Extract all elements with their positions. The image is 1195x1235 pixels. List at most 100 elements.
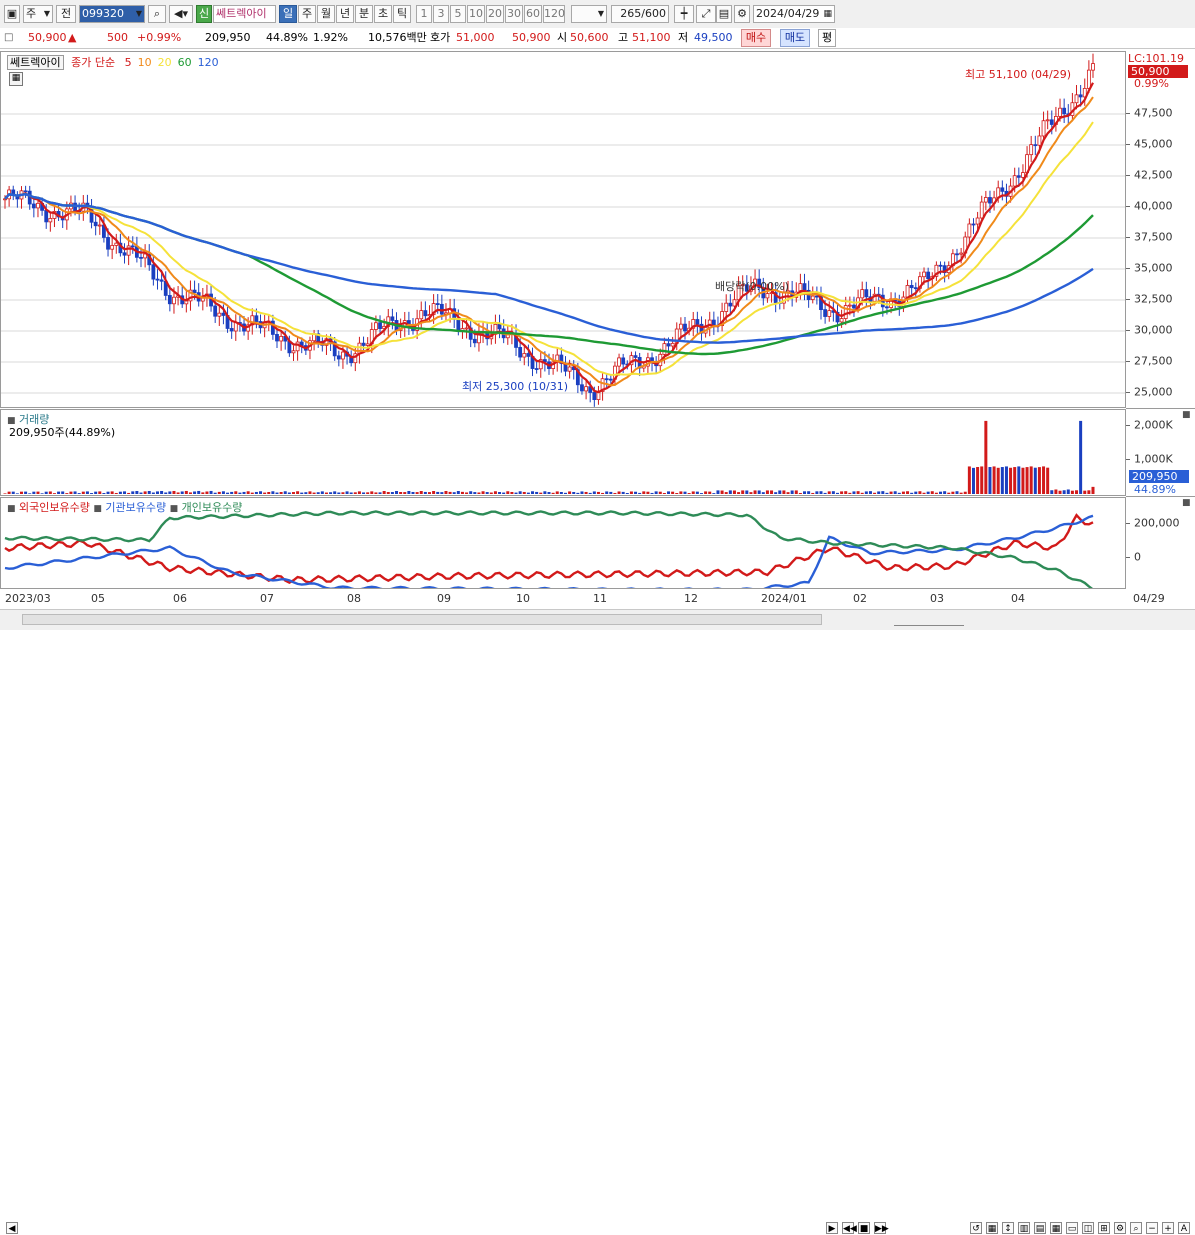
panel-close-icon[interactable]: ■: [1182, 498, 1191, 508]
font-size-icon[interactable]: A: [1178, 1222, 1190, 1234]
reset-icon[interactable]: ↺: [970, 1222, 982, 1234]
average-button[interactable]: 평: [818, 29, 836, 47]
chart-type-icon[interactable]: ▥: [1018, 1222, 1030, 1234]
table-icon[interactable]: ▦: [9, 72, 23, 86]
date-input[interactable]: 2024/04/29 ▦: [753, 5, 835, 23]
draw-tool-icon[interactable]: ⤢: [696, 5, 716, 23]
volume-bar: [94, 491, 98, 494]
zoom-slider[interactable]: [894, 614, 964, 626]
stop-icon[interactable]: ■: [858, 1222, 870, 1234]
period-select[interactable]: 주 ▼: [23, 5, 53, 23]
panel-toggle-icon[interactable]: ■: [7, 504, 16, 514]
candle-body: [1021, 172, 1025, 178]
volume-bar: [242, 491, 246, 494]
volume-bar: [118, 491, 122, 494]
volume-bar: [1079, 420, 1083, 494]
x-label: 2023/03: [5, 592, 51, 605]
tab-0[interactable]: 일: [279, 5, 297, 23]
rewind-icon[interactable]: ◀◀: [842, 1222, 857, 1234]
volume-legend: ■ 거래량: [7, 411, 49, 427]
candle-body: [909, 285, 914, 289]
volume-bar: [139, 492, 143, 494]
fast-forward-icon[interactable]: ▶▶: [874, 1222, 889, 1234]
count-input[interactable]: 265/600: [611, 5, 669, 23]
gear-icon[interactable]: ⚙: [734, 5, 750, 23]
interval-0[interactable]: 1: [416, 5, 432, 23]
tab-4[interactable]: 분: [355, 5, 373, 23]
ma-legend-10: 10: [137, 56, 152, 69]
interval-5[interactable]: 30: [505, 5, 523, 23]
candle-body: [600, 378, 605, 392]
interval-7[interactable]: 120: [543, 5, 565, 23]
volume-bar: [745, 490, 749, 494]
volume-bar: [889, 491, 893, 494]
volume-pct: 44.89%: [266, 31, 308, 44]
price-label: 42,500: [1134, 168, 1173, 182]
interval-6[interactable]: 60: [524, 5, 542, 23]
sell-button[interactable]: 매도: [780, 29, 810, 47]
volume-bar: [90, 493, 94, 494]
ma-line-5: [4, 82, 1094, 394]
candle-body: [188, 289, 193, 302]
tab-5[interactable]: 초: [374, 5, 392, 23]
zoom-in-icon[interactable]: +: [1162, 1222, 1174, 1234]
panel-close-icon[interactable]: ■: [1182, 410, 1191, 420]
panel-toggle-icon[interactable]: ■: [93, 504, 102, 514]
interval-4[interactable]: 20: [486, 5, 504, 23]
tab-1[interactable]: 주: [298, 5, 316, 23]
dividend-annotation: 배당락(0.00%): [715, 280, 789, 293]
volume-bar: [234, 491, 238, 494]
volume-bar: [786, 492, 790, 494]
calendar-icon: ▦: [823, 9, 832, 19]
window-icon[interactable]: ▣: [4, 5, 20, 23]
volume-bar: [432, 491, 436, 494]
stock-name[interactable]: 쎄트렉아이: [213, 5, 276, 23]
grid-icon[interactable]: ▦: [1050, 1222, 1062, 1234]
candle-icon[interactable]: ┿: [674, 5, 694, 23]
volume-bar: [1091, 486, 1095, 494]
window-split-icon[interactable]: ◫: [1082, 1222, 1094, 1234]
interval-1[interactable]: 3: [433, 5, 449, 23]
horizontal-scrollbar[interactable]: [22, 614, 822, 625]
candle-body: [670, 342, 675, 347]
prev-button[interactable]: 전: [56, 5, 76, 23]
scroll-right-icon[interactable]: ▶: [826, 1222, 838, 1234]
stock-code-input[interactable]: 099320 ▼: [79, 5, 145, 23]
interval-3[interactable]: 10: [467, 5, 485, 23]
candle-body: [114, 242, 119, 246]
save-icon[interactable]: ▤: [716, 5, 732, 23]
panel-toggle-icon[interactable]: ■: [169, 504, 179, 514]
settings-icon[interactable]: ⚙: [1114, 1222, 1126, 1234]
volume-bar: [69, 491, 73, 494]
volume-bar: [778, 490, 782, 494]
holding-legend: ■ 외국인보유수량 ■ 기관보유수량 ■ 개인보유수량: [7, 499, 242, 515]
candle-body: [971, 223, 976, 226]
tab-6[interactable]: 틱: [393, 5, 411, 23]
fit-icon[interactable]: ↕: [1002, 1222, 1014, 1234]
volume-bar: [559, 492, 563, 494]
volume-bar: [634, 491, 638, 494]
zoom-out-icon[interactable]: −: [1146, 1222, 1158, 1234]
candle-body: [336, 355, 341, 360]
tab-3[interactable]: 년: [336, 5, 354, 23]
x-label: 04: [1011, 592, 1025, 605]
volume-bar: [658, 491, 662, 494]
interval-2[interactable]: 5: [450, 5, 466, 23]
panel-toggle-icon[interactable]: ■: [7, 416, 16, 426]
buy-button[interactable]: 매수: [741, 29, 771, 47]
search-icon[interactable]: ⌕: [148, 5, 166, 23]
price-tick: [1126, 206, 1130, 207]
candle-body: [1037, 135, 1042, 146]
tab-2[interactable]: 월: [317, 5, 335, 23]
scroll-left-icon[interactable]: ◀: [6, 1222, 18, 1234]
speaker-icon[interactable]: ◀▾: [169, 5, 193, 23]
volume-bar: [1025, 467, 1029, 494]
table-view-icon[interactable]: ▦: [986, 1222, 998, 1234]
layout-icon[interactable]: ▤: [1034, 1222, 1046, 1234]
zoom-icon[interactable]: ⌕: [1130, 1222, 1142, 1234]
page-icon[interactable]: ▭: [1066, 1222, 1078, 1234]
interval-custom-select[interactable]: ▼: [571, 5, 607, 23]
volume-bar: [498, 492, 502, 494]
candle-body: [151, 264, 156, 280]
link-icon[interactable]: ⊞: [1098, 1222, 1110, 1234]
